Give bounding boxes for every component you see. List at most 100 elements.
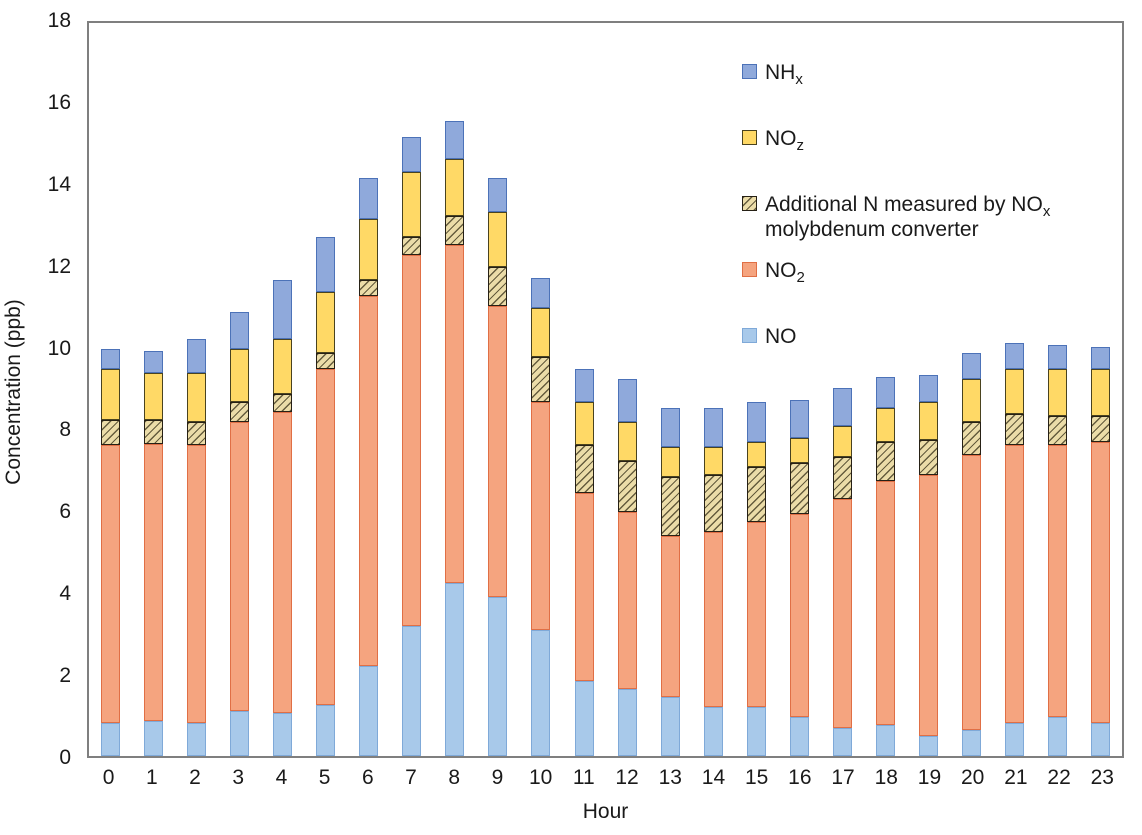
bar-segment-no-hour-19 xyxy=(918,735,938,756)
bar-segment-nhx-hour-11 xyxy=(574,369,594,402)
x-tick-label-0: 0 xyxy=(102,766,115,789)
bar-segment-noz-hour-4 xyxy=(273,338,293,394)
bar-slot-hour-8 xyxy=(433,23,476,756)
bar-segment-nhx-hour-10 xyxy=(531,277,551,309)
bar-hour-8 xyxy=(445,120,465,756)
legend-swatch-no2 xyxy=(742,262,757,277)
bar-segment-noz-hour-21 xyxy=(1005,369,1024,414)
bar-segment-no-hour-3 xyxy=(230,711,250,756)
bar-segment-no2-hour-21 xyxy=(1005,444,1024,724)
x-tick-label-7: 7 xyxy=(405,766,417,789)
bar-slot-hour-23 xyxy=(1079,23,1122,756)
bar-segment-noz-hour-16 xyxy=(789,438,809,463)
x-tick-label-21: 21 xyxy=(1004,766,1028,789)
y-tick-label-2: 2 xyxy=(59,664,71,688)
bar-segment-no2-hour-20 xyxy=(961,454,981,730)
bar-hour-19 xyxy=(918,375,938,756)
bar-segment-noz-hour-15 xyxy=(746,442,766,467)
bar-segment-additional-n-measured-by-nox-m-hour-9 xyxy=(488,267,508,307)
y-axis-ticks: 0 2 4 6 8 10 12 14 16 18 xyxy=(0,10,80,768)
bar-segment-nhx-hour-7 xyxy=(402,137,422,172)
bar-segment-no-hour-15 xyxy=(746,707,766,756)
bar-segment-no-hour-1 xyxy=(144,721,164,756)
bar-segment-no-hour-17 xyxy=(832,727,852,756)
legend-item-noz: NOz xyxy=(742,127,1142,193)
bar-segment-no2-hour-22 xyxy=(1048,444,1068,718)
y-tick-label-10: 10 xyxy=(47,336,71,360)
x-tick-label-17: 17 xyxy=(831,766,855,789)
bar-segment-noz-hour-19 xyxy=(918,401,938,441)
bar-hour-23 xyxy=(1091,346,1111,756)
y-tick-label-8: 8 xyxy=(59,418,71,442)
x-tick-label-23: 23 xyxy=(1090,766,1114,789)
bar-segment-no2-hour-19 xyxy=(918,475,938,736)
bar-segment-nhx-hour-5 xyxy=(316,236,336,292)
bar-slot-hour-0 xyxy=(89,23,132,756)
bar-hour-5 xyxy=(316,236,336,756)
x-tick-label-19: 19 xyxy=(917,766,942,789)
bar-segment-noz-hour-12 xyxy=(617,422,637,461)
bar-segment-additional-n-measured-by-nox-m-hour-23 xyxy=(1091,416,1111,443)
bar-segment-no2-hour-4 xyxy=(273,411,293,714)
x-tick-label-5: 5 xyxy=(318,766,331,789)
bar-segment-noz-hour-23 xyxy=(1091,369,1111,416)
bar-slot-hour-11 xyxy=(563,23,606,756)
bar-segment-noz-hour-17 xyxy=(832,426,852,457)
y-tick-label-0: 0 xyxy=(59,746,71,770)
bar-slot-hour-12 xyxy=(606,23,649,756)
bar-segment-no2-hour-2 xyxy=(187,444,207,724)
bar-segment-additional-n-measured-by-nox-m-hour-14 xyxy=(703,475,723,533)
bar-segment-no2-hour-0 xyxy=(101,444,121,724)
bar-segment-nhx-hour-21 xyxy=(1005,342,1024,370)
bar-segment-additional-n-measured-by-nox-m-hour-13 xyxy=(660,477,680,537)
bar-segment-no2-hour-17 xyxy=(832,499,852,728)
bar-segment-additional-n-measured-by-nox-m-hour-8 xyxy=(445,216,465,245)
bar-segment-additional-n-measured-by-nox-m-hour-22 xyxy=(1048,416,1068,445)
bar-slot-hour-10 xyxy=(519,23,562,756)
bar-segment-noz-hour-6 xyxy=(359,218,379,280)
x-tick-label-1: 1 xyxy=(145,766,158,789)
bar-segment-no2-hour-16 xyxy=(789,513,809,718)
bar-hour-20 xyxy=(961,352,981,756)
bar-hour-22 xyxy=(1048,344,1068,756)
legend-label-no: NO xyxy=(765,325,797,348)
bar-slot-hour-7 xyxy=(390,23,433,756)
bar-segment-nhx-hour-3 xyxy=(230,312,250,349)
bar-segment-no2-hour-7 xyxy=(402,255,422,626)
bar-segment-additional-n-measured-by-nox-m-hour-16 xyxy=(789,462,809,514)
bar-slot-hour-14 xyxy=(692,23,735,756)
x-tick-label-4: 4 xyxy=(275,766,288,789)
bar-segment-additional-n-measured-by-nox-m-hour-0 xyxy=(101,420,121,445)
bar-segment-additional-n-measured-by-nox-m-hour-2 xyxy=(187,422,207,445)
y-tick-label-16: 16 xyxy=(47,90,71,114)
bar-slot-hour-22 xyxy=(1036,23,1079,756)
bar-segment-additional-n-measured-by-nox-m-hour-1 xyxy=(144,420,164,445)
bar-slot-hour-6 xyxy=(347,23,390,756)
bar-segment-no-hour-14 xyxy=(703,707,723,756)
bar-segment-no-hour-12 xyxy=(617,688,637,756)
bar-segment-nhx-hour-20 xyxy=(961,352,981,380)
bar-segment-nhx-hour-15 xyxy=(746,401,766,443)
bar-segment-additional-n-measured-by-nox-m-hour-11 xyxy=(574,444,594,494)
x-tick-label-8: 8 xyxy=(448,766,461,789)
bar-hour-15 xyxy=(746,401,766,756)
bar-segment-noz-hour-8 xyxy=(445,159,465,217)
bar-segment-noz-hour-13 xyxy=(660,446,680,478)
x-tick-label-9: 9 xyxy=(491,766,504,789)
bar-segment-additional-n-measured-by-nox-m-hour-21 xyxy=(1005,413,1024,445)
bar-slot-hour-9 xyxy=(476,23,519,756)
bar-segment-additional-n-measured-by-nox-m-hour-18 xyxy=(875,442,895,482)
bar-segment-no2-hour-15 xyxy=(746,521,766,708)
x-tick-label-13: 13 xyxy=(658,766,682,789)
legend-label-nhx: NHx xyxy=(765,61,803,89)
bar-hour-4 xyxy=(273,279,293,756)
bar-slot-hour-16 xyxy=(778,23,821,756)
bar-segment-no-hour-20 xyxy=(961,729,981,756)
bar-segment-no-hour-18 xyxy=(875,725,895,756)
bar-segment-nhx-hour-1 xyxy=(144,350,164,374)
bar-segment-additional-n-measured-by-nox-m-hour-3 xyxy=(230,401,250,423)
legend-item-no: NO xyxy=(742,325,1142,391)
x-tick-label-10: 10 xyxy=(528,766,553,789)
bar-segment-noz-hour-14 xyxy=(703,446,723,476)
bar-hour-6 xyxy=(359,177,379,756)
